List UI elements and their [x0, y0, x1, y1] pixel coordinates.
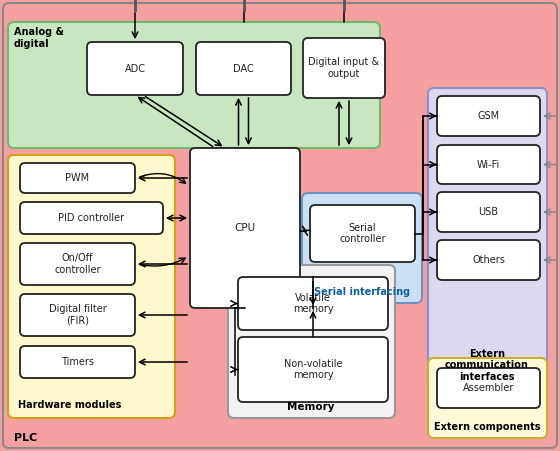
FancyBboxPatch shape: [20, 202, 163, 234]
Text: USB: USB: [478, 207, 498, 217]
FancyBboxPatch shape: [428, 88, 547, 390]
Text: DAC: DAC: [233, 64, 254, 74]
Text: Wi-Fi: Wi-Fi: [477, 160, 500, 170]
FancyBboxPatch shape: [20, 294, 135, 336]
FancyBboxPatch shape: [3, 3, 557, 448]
Text: PLC: PLC: [14, 433, 38, 443]
FancyBboxPatch shape: [310, 205, 415, 262]
Text: PID controller: PID controller: [58, 213, 124, 223]
Text: Volatile
memory: Volatile memory: [293, 293, 333, 314]
Text: Hardware modules: Hardware modules: [18, 400, 122, 410]
Text: Non-volatile
memory: Non-volatile memory: [284, 359, 342, 380]
FancyBboxPatch shape: [428, 358, 547, 438]
Text: Digital filter
(FIR): Digital filter (FIR): [49, 304, 106, 326]
FancyBboxPatch shape: [437, 240, 540, 280]
FancyBboxPatch shape: [20, 346, 135, 378]
FancyBboxPatch shape: [302, 193, 422, 303]
Text: Digital input &
output: Digital input & output: [309, 57, 380, 79]
Text: Extern components: Extern components: [434, 422, 540, 432]
Text: Assembler: Assembler: [463, 383, 514, 393]
FancyBboxPatch shape: [303, 38, 385, 98]
Text: Memory: Memory: [287, 402, 335, 412]
Text: Serial interfacing: Serial interfacing: [314, 287, 410, 297]
FancyBboxPatch shape: [437, 192, 540, 232]
FancyBboxPatch shape: [228, 265, 395, 418]
FancyBboxPatch shape: [437, 145, 540, 184]
Text: On/Off
controller: On/Off controller: [54, 253, 101, 275]
FancyBboxPatch shape: [8, 22, 380, 148]
FancyBboxPatch shape: [238, 277, 388, 330]
Text: Timers: Timers: [61, 357, 94, 367]
FancyBboxPatch shape: [87, 42, 183, 95]
Text: Analog &
digital: Analog & digital: [14, 27, 64, 49]
FancyBboxPatch shape: [8, 155, 175, 418]
FancyBboxPatch shape: [238, 337, 388, 402]
FancyBboxPatch shape: [437, 96, 540, 136]
FancyBboxPatch shape: [437, 368, 540, 408]
Text: CPU: CPU: [235, 223, 255, 233]
Text: ADC: ADC: [124, 64, 146, 74]
Text: Others: Others: [472, 255, 505, 265]
Text: PWM: PWM: [66, 173, 90, 183]
Text: Serial
controller: Serial controller: [339, 223, 386, 244]
Text: GSM: GSM: [478, 111, 500, 121]
FancyBboxPatch shape: [20, 243, 135, 285]
FancyBboxPatch shape: [196, 42, 291, 95]
Text: Extern
communication
interfaces: Extern communication interfaces: [445, 349, 529, 382]
FancyBboxPatch shape: [20, 163, 135, 193]
FancyBboxPatch shape: [190, 148, 300, 308]
